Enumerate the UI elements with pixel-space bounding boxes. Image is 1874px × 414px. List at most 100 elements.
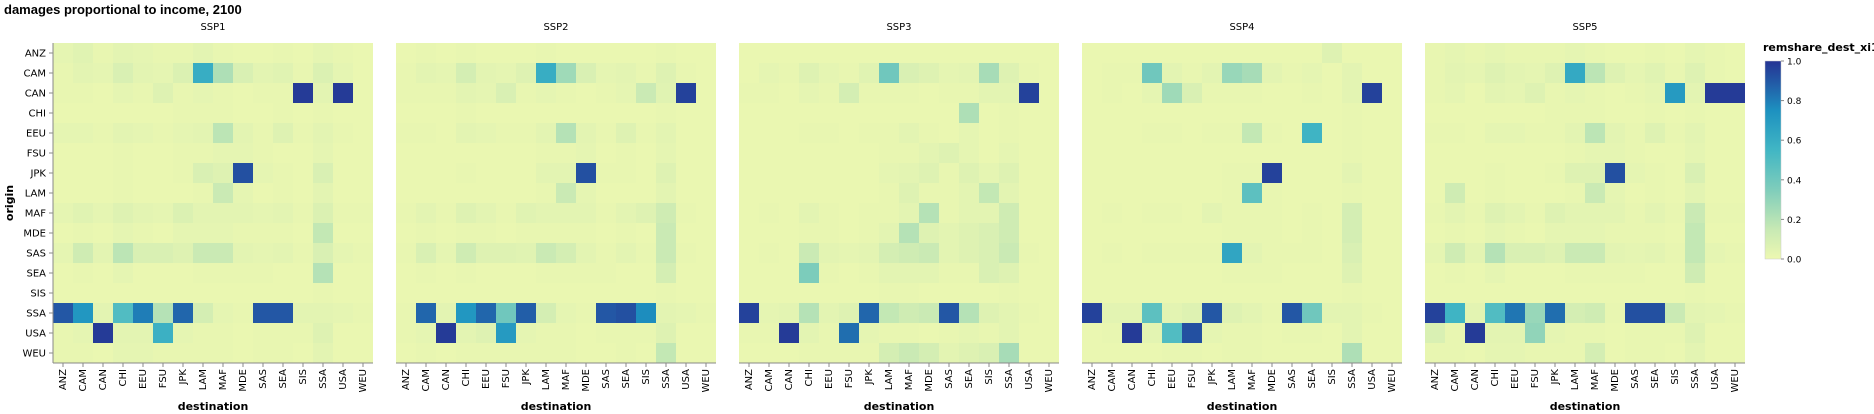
heatmap-cell	[233, 63, 253, 83]
heatmap-cell	[939, 163, 959, 183]
heatmap-cell	[739, 123, 759, 143]
heatmap-cell	[93, 43, 113, 63]
heatmap-cell	[839, 323, 859, 343]
heatmap-cell	[799, 183, 819, 203]
heatmap-cell	[636, 243, 656, 263]
heatmap-cell	[1605, 243, 1625, 263]
heatmap-cell	[313, 183, 333, 203]
heatmap-cell	[456, 43, 476, 63]
heatmap-cell	[1545, 203, 1565, 223]
heatmap-cell	[1362, 243, 1382, 263]
heatmap-cell	[213, 83, 233, 103]
heatmap-cell	[73, 183, 93, 203]
heatmap-cell	[899, 143, 919, 163]
heatmap-cell	[636, 123, 656, 143]
heatmap-cell	[616, 143, 636, 163]
heatmap-cell	[1222, 283, 1242, 303]
heatmap-cell	[556, 243, 576, 263]
x-tick-label: EEU	[481, 369, 492, 389]
heatmap-cell	[456, 263, 476, 283]
heatmap-cell	[879, 63, 899, 83]
heatmap-cell	[1202, 323, 1222, 343]
heatmap-cell	[133, 243, 153, 263]
heatmap-cell	[516, 223, 536, 243]
heatmap-cell	[1425, 63, 1445, 83]
heatmap-cell	[516, 163, 536, 183]
heatmap-cell	[596, 83, 616, 103]
heatmap-cell	[1545, 243, 1565, 263]
heatmap-cell	[253, 183, 273, 203]
heatmap-cell	[193, 283, 213, 303]
heatmap-cell	[1445, 103, 1465, 123]
heatmap-cell	[1545, 63, 1565, 83]
heatmap-cell	[456, 343, 476, 363]
heatmap-cell	[436, 83, 456, 103]
x-tick-label: MDE	[238, 369, 249, 392]
heatmap-cell	[1625, 203, 1645, 223]
heatmap-cell	[436, 343, 456, 363]
heatmap-cell	[1142, 343, 1162, 363]
heatmap-cell	[193, 223, 213, 243]
heatmap-cell	[293, 143, 313, 163]
heatmap-cell	[496, 203, 516, 223]
heatmap-cell	[1585, 63, 1605, 83]
heatmap-cell	[1142, 243, 1162, 263]
heatmap-cell	[313, 43, 333, 63]
heatmap-cell	[1182, 303, 1202, 323]
heatmap-cell	[253, 203, 273, 223]
heatmap-cell	[1585, 103, 1605, 123]
x-tick-label: JPK	[1207, 369, 1218, 386]
heatmap-cell	[516, 323, 536, 343]
heatmap-cell	[859, 343, 879, 363]
heatmap-cell	[536, 183, 556, 203]
heatmap-cell	[1302, 63, 1322, 83]
heatmap-cell	[1342, 183, 1362, 203]
heatmap-cell	[133, 343, 153, 363]
heatmap-cell	[133, 283, 153, 303]
heatmap-cell	[656, 103, 676, 123]
heatmap-cell	[1465, 163, 1485, 183]
x-tick-label: USA	[1367, 369, 1378, 390]
heatmap-cell	[1362, 263, 1382, 283]
heatmap-cell	[213, 263, 233, 283]
heatmap-cell	[1382, 263, 1402, 283]
heatmap-cell	[173, 103, 193, 123]
heatmap-cell	[1485, 123, 1505, 143]
heatmap-cell	[1485, 283, 1505, 303]
heatmap-cell	[456, 203, 476, 223]
heatmap-cell	[1182, 183, 1202, 203]
heatmap-cell	[133, 203, 153, 223]
heatmap-cell	[1162, 303, 1182, 323]
heatmap-cell	[556, 163, 576, 183]
heatmap-cell	[676, 203, 696, 223]
heatmap-cell	[1705, 223, 1725, 243]
heatmap-cell	[1082, 63, 1102, 83]
heatmap-cell	[1102, 83, 1122, 103]
heatmap-cell	[1525, 183, 1545, 203]
heatmap-cell	[819, 143, 839, 163]
heatmap-cell	[1162, 143, 1182, 163]
heatmap-cell	[53, 83, 73, 103]
heatmap-cell	[1142, 283, 1162, 303]
heatmap-cell	[1039, 243, 1059, 263]
heatmap-cell	[476, 223, 496, 243]
heatmap-cell	[1019, 143, 1039, 163]
heatmap-cell	[273, 323, 293, 343]
heatmap-cell	[799, 263, 819, 283]
x-tick-label: LAM	[1570, 369, 1581, 390]
heatmap-cell	[1342, 63, 1362, 83]
heatmap-cell	[1585, 263, 1605, 283]
heatmap-cell	[819, 223, 839, 243]
heatmap-cell	[1362, 83, 1382, 103]
heatmap-cell	[1485, 143, 1505, 163]
heatmap-cell	[696, 183, 716, 203]
heatmap-cell	[939, 283, 959, 303]
x-tick-label: EEU	[138, 369, 149, 389]
heatmap-cell	[1222, 243, 1242, 263]
heatmap-cell	[1302, 263, 1322, 283]
heatmap-cell	[293, 63, 313, 83]
heatmap-cell	[1565, 123, 1585, 143]
heatmap-cell	[656, 63, 676, 83]
heatmap-cell	[1302, 323, 1322, 343]
heatmap-cell	[1625, 323, 1645, 343]
